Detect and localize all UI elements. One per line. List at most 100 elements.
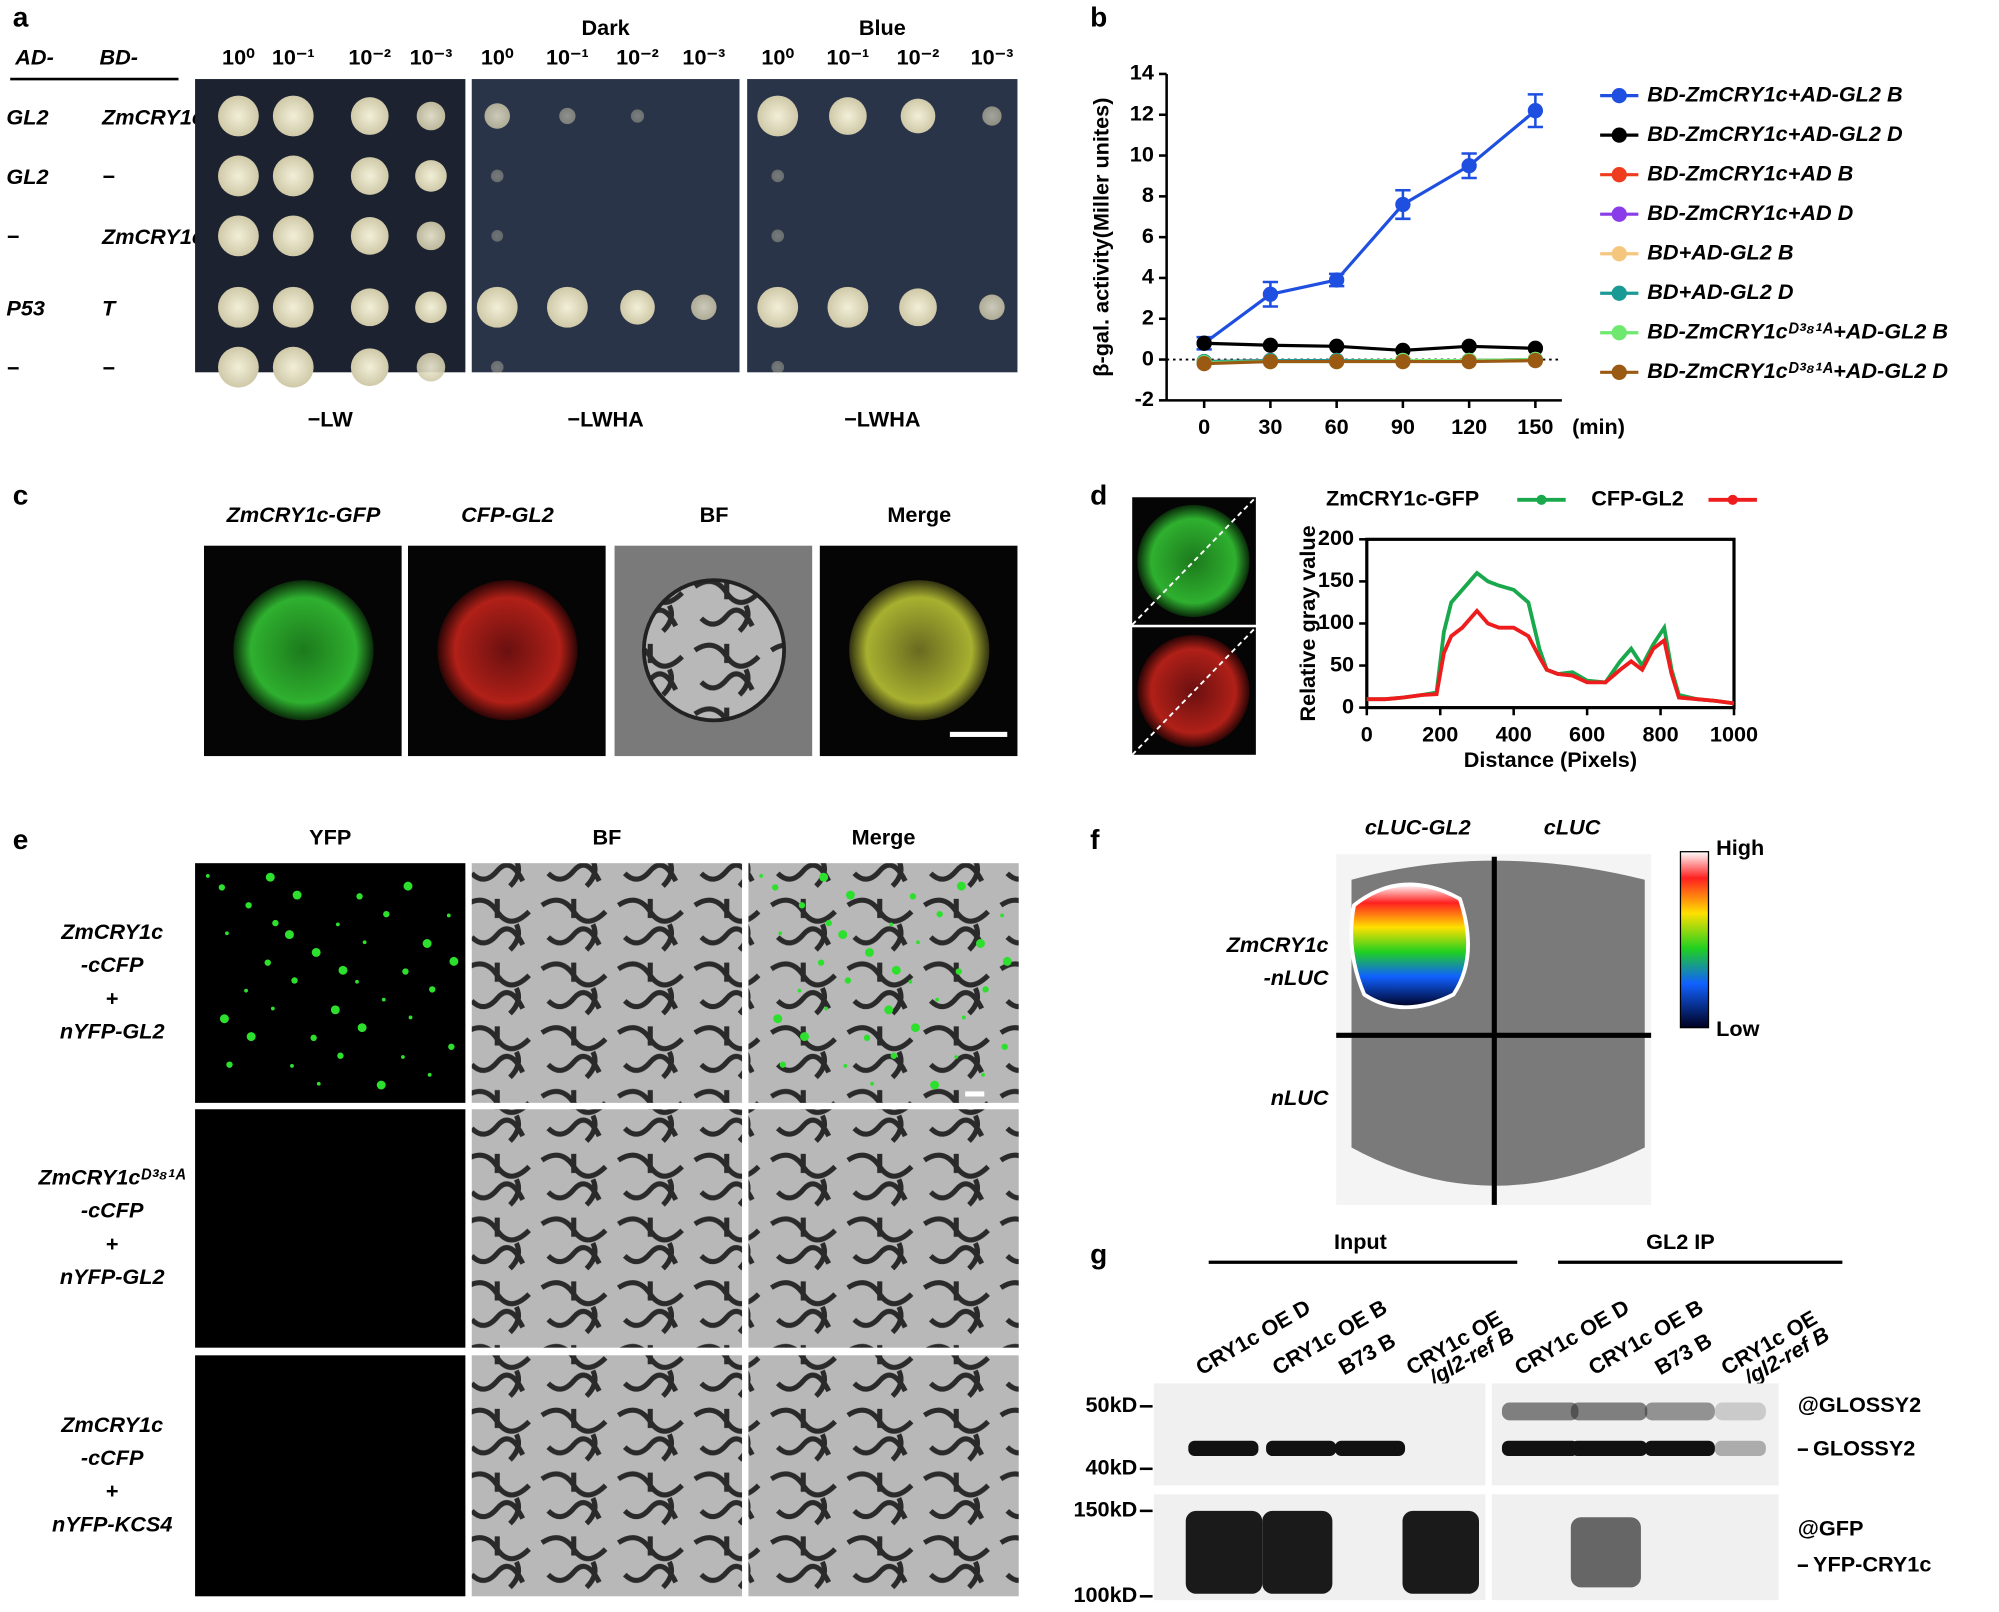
micrograph	[195, 863, 466, 1103]
data-point	[1461, 353, 1477, 370]
y-tick-label: 14	[1130, 60, 1154, 85]
yfp-signal	[772, 884, 779, 891]
band	[1501, 1440, 1579, 1457]
y-tick-label: 0	[1342, 693, 1354, 718]
row-label: −	[102, 355, 115, 380]
legend-entry: ZmCRY1c-GFP	[1326, 486, 1479, 511]
yfp-signal	[449, 956, 459, 966]
legend-entry: BD-ZmCRY1c+AD D	[1647, 200, 1853, 225]
legend-marker	[1611, 127, 1627, 143]
yfp-signal	[825, 919, 832, 927]
yfp-signal	[403, 881, 413, 891]
colony	[218, 95, 259, 137]
colony	[272, 215, 314, 257]
yfp-signal	[310, 1034, 317, 1042]
row-label: -cCFP	[81, 952, 144, 977]
medium-label: −LW	[308, 406, 354, 431]
dilution-label: 10⁻¹	[546, 44, 589, 69]
data-point	[1328, 272, 1345, 288]
cell	[849, 580, 990, 721]
yfp-signal	[981, 1072, 985, 1077]
colony	[490, 360, 504, 374]
column-title: YFP	[309, 825, 351, 850]
colony	[218, 346, 259, 388]
colony	[620, 289, 655, 325]
yfp-signal	[429, 986, 436, 993]
series-line	[1366, 570, 1735, 706]
micrograph	[748, 1355, 1019, 1597]
scale-bar	[949, 731, 1008, 737]
cell	[437, 580, 578, 721]
legend-marker	[1611, 206, 1627, 222]
yfp-signal	[954, 1055, 959, 1059]
legend-entry: BD+AD-GL2 B	[1647, 239, 1793, 264]
y-tick-label: 200	[1318, 525, 1354, 550]
yfp-signal	[226, 1061, 233, 1068]
data-point	[1262, 337, 1279, 353]
x-unit: (min)	[1572, 414, 1625, 439]
panel-label: a	[13, 2, 29, 33]
medium-label: −LWHA	[567, 406, 644, 431]
blot	[1153, 1383, 1486, 1486]
header: BD-	[99, 44, 138, 69]
yfp-signal	[891, 965, 901, 975]
yfp-signal	[910, 1023, 920, 1033]
colony	[546, 286, 588, 328]
yfp-signal	[311, 947, 321, 957]
profile-line	[1131, 626, 1257, 756]
series-line	[1366, 607, 1735, 706]
colony	[476, 286, 518, 328]
yfp-signal	[797, 988, 802, 993]
legend-marker	[1727, 494, 1738, 505]
column-title: BF	[700, 502, 729, 527]
legend-marker	[1611, 325, 1627, 341]
legend-entry: BD-ZmCRY1cᴰ³⁸¹ᴬ+AD-GL2 B	[1647, 318, 1948, 343]
yfp-signal	[264, 959, 271, 966]
yfp-signal	[930, 1080, 940, 1090]
yfp-signal	[1000, 913, 1005, 918]
condition-label: Blue	[859, 15, 906, 40]
colony	[416, 221, 446, 251]
colony	[350, 97, 389, 135]
legend-marker	[1611, 285, 1627, 301]
yfp-signal	[265, 872, 275, 882]
yfp-signal	[838, 930, 848, 940]
x-tick-label: 0	[1198, 414, 1210, 439]
row-label: ZmCRY1c	[101, 224, 204, 249]
y-tick-label: 4	[1142, 264, 1154, 289]
colony	[416, 352, 446, 382]
legend-marker	[1536, 494, 1547, 505]
y-tick-label: 50	[1330, 651, 1354, 676]
panel-label: e	[13, 824, 29, 855]
dilution-label: 10⁻²	[616, 44, 659, 69]
yfp-signal	[936, 910, 943, 918]
yfp-signal	[290, 1063, 294, 1068]
legend-entry: BD-ZmCRY1cᴰ³⁸¹ᴬ+AD-GL2 D	[1647, 358, 1948, 383]
x-tick-label: 800	[1642, 721, 1678, 746]
condition-label: Dark	[582, 15, 631, 40]
yfp-signal	[272, 919, 279, 927]
dilution-label: 10⁻²	[348, 44, 391, 69]
colony	[827, 286, 869, 328]
yfp-signal	[246, 1032, 256, 1042]
micrograph	[195, 1355, 466, 1597]
yfp-signal	[865, 947, 875, 957]
band	[1188, 1440, 1259, 1457]
yfp-signal	[225, 931, 229, 936]
plot-frame	[1365, 537, 1736, 710]
data-point	[1262, 286, 1279, 302]
row-label: nYFP-GL2	[60, 1264, 165, 1289]
colony	[218, 215, 259, 257]
yfp-signal	[908, 979, 913, 984]
mw-marker: 150kD	[1073, 1497, 1137, 1522]
y-tick-label: 100	[1318, 609, 1354, 634]
dilution-label: 10⁻¹	[272, 44, 315, 69]
legend-marker	[1611, 87, 1627, 104]
scale-label: High	[1716, 835, 1764, 860]
figure-body: a b c d e f g AD- BD- GL2 ZmCRY1c GL2 − − ZmCRY1c P53 T −…	[6, 2, 1948, 1607]
yfp-signal	[759, 874, 764, 878]
y-tick-label: -2	[1135, 386, 1154, 411]
x-tick-label: 120	[1451, 414, 1487, 439]
yfp-signal	[381, 997, 386, 1002]
yfp-signal	[819, 872, 829, 882]
